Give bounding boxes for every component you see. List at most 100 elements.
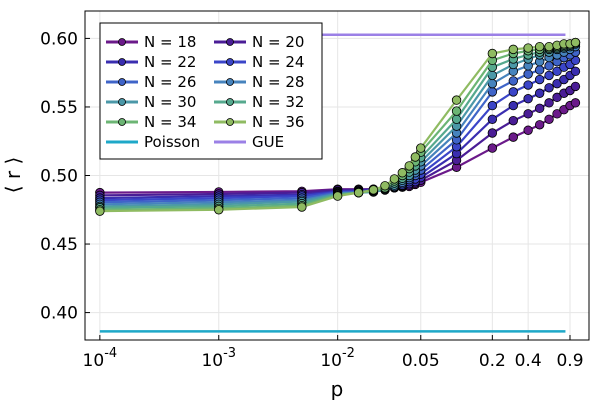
legend-entry: N = 36 — [214, 113, 304, 131]
data-point — [451, 114, 462, 124]
legend-label: Poisson — [144, 133, 200, 151]
legend-label: GUE — [252, 133, 284, 151]
data-point — [570, 66, 581, 77]
data-point — [534, 65, 545, 75]
data-point — [451, 106, 462, 116]
x-tick-label: 0.9 — [556, 351, 583, 371]
data-point — [534, 88, 545, 98]
data-series — [95, 37, 581, 216]
legend-swatch-marker — [226, 58, 234, 66]
legend-label: N = 36 — [252, 113, 304, 131]
data-point — [534, 74, 545, 85]
data-point — [523, 109, 533, 119]
legend-swatch-marker — [118, 78, 126, 86]
data-point — [487, 114, 498, 124]
data-point — [487, 100, 498, 111]
legend-box — [99, 22, 323, 160]
legend-label: N = 18 — [144, 33, 196, 51]
data-point — [332, 191, 343, 201]
legend-label: N = 28 — [252, 73, 304, 91]
series-n-36 — [95, 37, 581, 216]
data-point — [404, 161, 414, 171]
legend-swatch-marker — [118, 98, 126, 106]
data-point — [451, 95, 462, 105]
x-tick-exponent: -3 — [223, 346, 236, 361]
data-point — [570, 81, 581, 92]
data-point — [397, 168, 408, 178]
data-point — [508, 76, 518, 86]
x-tick-label: 10-2 — [320, 346, 355, 371]
x-tick-base: 10 — [320, 351, 342, 371]
legend-label: N = 24 — [252, 53, 304, 71]
legend-swatch-marker — [226, 78, 234, 86]
data-point — [508, 132, 518, 142]
legend-entry: N = 30 — [106, 93, 196, 111]
legend-entry: N = 18 — [106, 33, 196, 51]
data-point — [544, 70, 554, 81]
legend-swatch-marker — [226, 98, 234, 106]
legend-label: N = 22 — [144, 53, 196, 71]
legend-entry: N = 34 — [106, 113, 196, 131]
x-tick-base: 10 — [83, 351, 105, 371]
legend-entry: N = 26 — [106, 73, 196, 91]
legend-entry: N = 22 — [106, 53, 196, 71]
y-tick-label: 0.40 — [40, 304, 78, 324]
data-point — [544, 98, 554, 108]
data-point — [544, 61, 554, 71]
data-point — [544, 114, 554, 124]
data-point — [380, 181, 390, 191]
data-point — [297, 202, 307, 212]
legend-label: N = 34 — [144, 113, 196, 131]
legend-entry: N = 32 — [214, 93, 304, 111]
axis-ticks: 10-4 10-3 10-2 0.05 0.2 0.4 0.90.400.450.500.5… — [40, 29, 583, 371]
data-point — [353, 187, 364, 198]
legend-label: N = 32 — [252, 93, 304, 111]
y-tick-label: 0.60 — [40, 29, 78, 49]
data-point — [410, 152, 421, 162]
data-point — [534, 120, 545, 130]
data-point — [552, 78, 562, 89]
legend-label: N = 26 — [144, 73, 196, 91]
data-point — [214, 205, 224, 215]
data-point — [508, 87, 518, 97]
data-point — [487, 128, 498, 138]
data-point — [523, 80, 533, 90]
x-tick-exponent: -2 — [342, 346, 355, 361]
data-point — [552, 92, 562, 103]
legend-entry: Poisson — [106, 133, 200, 151]
legend-swatch-marker — [226, 38, 234, 46]
data-point — [552, 66, 562, 77]
y-tick-label: 0.55 — [40, 98, 78, 118]
data-point — [552, 109, 562, 119]
legend-swatch-marker — [118, 58, 126, 66]
x-tick-base: 10 — [201, 351, 223, 371]
data-point — [508, 115, 518, 126]
x-tick-label: 0.2 — [479, 351, 506, 371]
data-point — [570, 37, 581, 48]
y-axis-label: ⟨ r ⟩ — [1, 157, 25, 194]
legend-entry: N = 24 — [214, 53, 304, 71]
data-point — [389, 174, 400, 184]
data-point — [534, 41, 545, 52]
data-point — [416, 143, 426, 153]
data-point — [95, 206, 105, 216]
data-point — [508, 44, 518, 55]
x-tick-label: 0.4 — [515, 351, 542, 371]
legend-swatch-marker — [118, 38, 126, 46]
data-point — [523, 125, 533, 135]
legend-entry: N = 28 — [214, 73, 304, 91]
x-tick-label: 0.05 — [402, 351, 440, 371]
x-axis-label: p — [331, 377, 344, 400]
legend-label: N = 20 — [252, 33, 304, 51]
legend-entry: GUE — [214, 133, 284, 151]
legend-entry: N = 20 — [214, 33, 304, 51]
legend: N = 18 N = 20 N = 22 N = 24 N = 26 N = 28 N = … — [99, 22, 323, 160]
data-point — [487, 48, 498, 59]
legend-swatch-marker — [118, 118, 126, 126]
y-tick-label: 0.50 — [40, 167, 78, 187]
data-point — [544, 41, 554, 52]
x-tick-label: 10-3 — [201, 346, 236, 371]
data-point — [523, 69, 533, 79]
data-point — [368, 185, 379, 195]
